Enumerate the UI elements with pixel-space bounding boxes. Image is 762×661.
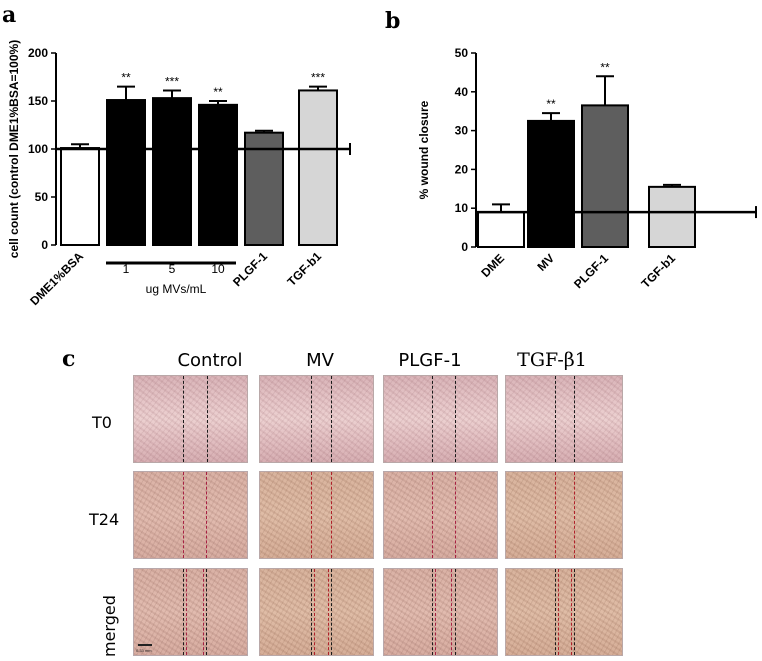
row-header-merged: merged xyxy=(100,595,119,657)
panel-label-b: b xyxy=(385,8,401,34)
bar xyxy=(477,211,525,248)
bar xyxy=(244,131,284,246)
significance-marker: ** xyxy=(546,97,556,111)
micrograph-mv-t24 xyxy=(259,471,374,559)
micrograph-mv-t0 xyxy=(259,375,374,463)
bar xyxy=(60,147,100,246)
column-header-tgfb1: TGF-β1 xyxy=(517,349,587,371)
chart-cell-count: 0 50 100 150 200 cell count (control DME1%BSA… xyxy=(7,40,351,308)
micrograph-control-merged: 0.33 mm xyxy=(133,568,248,656)
y-tick-label: 0 xyxy=(461,240,468,254)
bar xyxy=(298,89,338,246)
y-tick-label: 30 xyxy=(455,124,469,138)
y-tick-label: 10 xyxy=(455,201,469,215)
micrograph-plgf1-t0 xyxy=(383,375,498,463)
y-tick-label: 20 xyxy=(455,162,469,176)
micrograph-tgfb1-merged xyxy=(505,568,623,656)
micrograph-plgf1-merged xyxy=(383,568,498,656)
column-header-control: Control xyxy=(177,350,243,371)
row-header-t24: T24 xyxy=(89,510,120,529)
panel-label-c: c xyxy=(62,346,76,372)
x-tick-label: DME1%BSA xyxy=(27,249,86,308)
y-tick-label: 40 xyxy=(455,85,469,99)
significance-marker: ** xyxy=(600,60,610,74)
y-tick-label: 0 xyxy=(41,238,48,252)
x-tick-label: 5 xyxy=(169,262,176,276)
column-header-plgf1: PLGF-1 xyxy=(398,350,462,371)
scale-bar-label: 0.33 mm xyxy=(136,648,152,653)
x-tick-label: MV xyxy=(534,251,557,274)
micrograph-control-t0 xyxy=(133,375,248,463)
micrograph-tgfb1-t0 xyxy=(505,375,623,463)
x-tick-label: DME xyxy=(478,251,507,280)
y-tick-label: 50 xyxy=(35,190,49,204)
y-axis-title: cell count (control DME1%BSA=100%) xyxy=(7,40,21,258)
significance-marker: *** xyxy=(165,74,179,88)
x-tick-label: TGF-b1 xyxy=(639,251,679,291)
y-tick-label: 200 xyxy=(28,46,48,60)
significance-marker: ** xyxy=(213,85,223,99)
x-tick-label: TGF-b1 xyxy=(285,249,325,289)
row-header-t0: T0 xyxy=(92,413,112,432)
bar xyxy=(581,104,629,248)
micrograph-control-t24 xyxy=(133,471,248,559)
bar xyxy=(106,99,146,247)
micrograph-tgfb1-t24 xyxy=(505,471,623,559)
scale-bar xyxy=(138,644,152,646)
panel-label-a: a xyxy=(2,2,17,28)
micrograph-plgf1-t24 xyxy=(383,471,498,559)
y-axis-title: % wound closure xyxy=(417,100,431,199)
bar xyxy=(152,97,192,247)
x-tick-label: 10 xyxy=(211,262,225,276)
y-tick-label: 100 xyxy=(28,142,48,156)
y-tick-label: 150 xyxy=(28,94,48,108)
bar xyxy=(527,119,575,248)
significance-marker: *** xyxy=(311,71,325,85)
y-tick-label: 50 xyxy=(455,46,469,60)
bar xyxy=(198,103,238,246)
x-tick-label: PLGF-1 xyxy=(230,249,270,289)
significance-marker: ** xyxy=(121,71,131,85)
group-label: ug MVs/mL xyxy=(146,282,207,296)
column-header-mv: MV xyxy=(306,350,334,371)
chart-wound-closure: 0 10 20 30 40 50 % wound closure DME ** MV ** PLGF-… xyxy=(417,46,757,291)
bar xyxy=(648,185,696,248)
x-tick-label: PLGF-1 xyxy=(571,251,611,291)
x-tick-label: 1 xyxy=(123,262,130,276)
micrograph-mv-merged xyxy=(259,568,374,656)
